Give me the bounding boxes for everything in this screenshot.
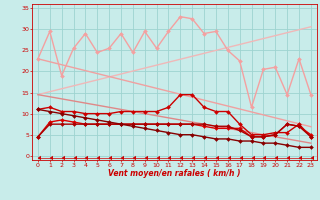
X-axis label: Vent moyen/en rafales ( km/h ): Vent moyen/en rafales ( km/h ): [108, 169, 241, 178]
